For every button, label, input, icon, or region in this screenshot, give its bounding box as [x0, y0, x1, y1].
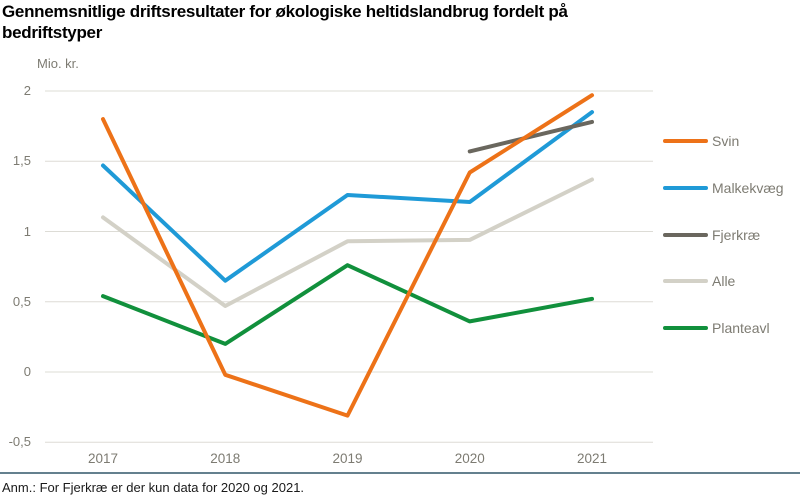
legend-label-svin: Svin	[712, 133, 740, 149]
chart-title-line-1: Gennemsnitlige driftsresultater for økol…	[2, 2, 568, 21]
legend-item-malkekvæg: Malkekvæg	[663, 180, 784, 196]
chart-note: Anm.: For Fjerkræ er der kun data for 20…	[2, 480, 305, 495]
x-tick-label-2020: 2020	[454, 451, 485, 466]
note-separator	[0, 472, 800, 474]
legend-label-malkekvæg: Malkekvæg	[712, 179, 784, 196]
series-line-planteavl	[101, 263, 594, 346]
legend-label-alle: Alle	[712, 273, 736, 290]
y-tick-label-0,5: 0,5	[12, 293, 31, 309]
x-tick-label-2019: 2019	[332, 451, 363, 466]
x-tick-label-2021: 2021	[576, 451, 608, 466]
x-tick-label-2018: 2018	[210, 451, 241, 466]
y-tick-label-1,5: 1,5	[12, 153, 31, 169]
series-line-svin	[101, 93, 594, 418]
y-tick-label-0: 0	[23, 364, 31, 379]
series-line-fjerkræ	[467, 119, 594, 154]
legend-item-fjerkræ: Fjerkræ	[663, 227, 760, 243]
y-axis-unit-label: Mio. kr.	[37, 56, 79, 71]
y-tick-label--0,5: -0,5	[8, 434, 31, 450]
y-tick-label-2: 2	[23, 83, 31, 98]
chart-title: Gennemsnitlige driftsresultater for økol…	[2, 1, 568, 43]
legend-swatch-alle	[663, 279, 708, 284]
legend-label-fjerkræ: Fjerkræ	[712, 226, 761, 243]
legend-swatch-svin	[663, 139, 708, 143]
legend-item-alle: Alle	[663, 273, 735, 289]
x-tick-label-2017: 2017	[87, 451, 119, 466]
series-line-malkekvæg	[101, 110, 594, 283]
legend-swatch-fjerkræ	[663, 232, 708, 237]
legend-swatch-malkekvæg	[663, 185, 708, 190]
legend-item-planteavl: Planteavl	[663, 320, 770, 336]
legend-swatch-planteavl	[663, 326, 708, 330]
series-line-alle	[101, 177, 594, 308]
y-tick-label-1: 1	[23, 223, 31, 239]
legend-label-planteavl: Planteavl	[712, 320, 770, 336]
chart-title-line-2: bedriftstyper	[2, 23, 103, 42]
legend-item-svin: Svin	[663, 133, 739, 149]
